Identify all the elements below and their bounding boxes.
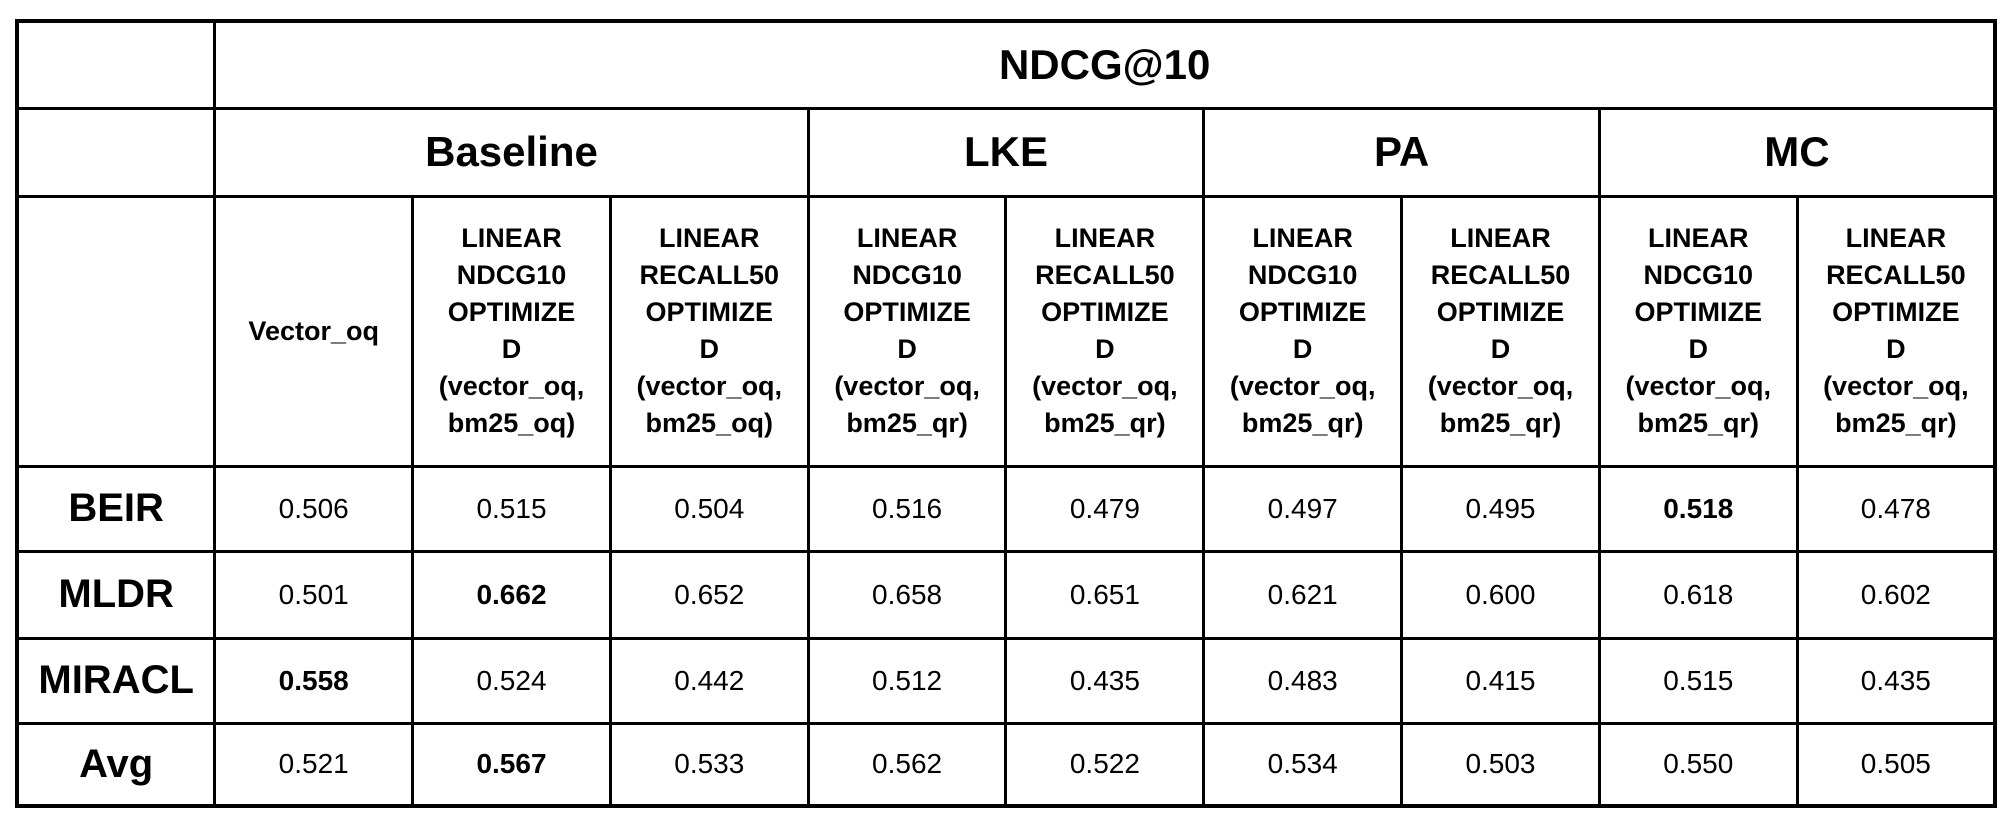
corner-cell xyxy=(15,19,217,110)
value-cell: 0.512 xyxy=(806,636,1008,725)
value-cell: 0.602 xyxy=(1795,549,1997,640)
group-header-mc: MC xyxy=(1597,106,1997,198)
value-cell: 0.651 xyxy=(1004,549,1206,640)
column-header-lke-ndcg10: LINEAR NDCG10 OPTIMIZE D (vector_oq, bm2… xyxy=(806,194,1008,468)
column-header-baseline-ndcg10: LINEAR NDCG10 OPTIMIZE D (vector_oq, bm2… xyxy=(411,194,612,468)
column-header-mc-recall50: LINEAR RECALL50 OPTIMIZE D (vector_oq, b… xyxy=(1795,194,1997,468)
value-cell: 0.497 xyxy=(1202,464,1404,553)
value-cell: 0.658 xyxy=(806,549,1008,640)
value-cell: 0.435 xyxy=(1004,636,1206,725)
row-label-miracl: MIRACL xyxy=(15,636,217,725)
column-header-baseline-recall50: LINEAR RECALL50 OPTIMIZE D (vector_oq, b… xyxy=(608,194,810,468)
value-cell: 0.515 xyxy=(1597,636,1799,725)
value-cell: 0.600 xyxy=(1400,549,1601,640)
title-row: NDCG@10 xyxy=(15,19,1997,110)
value-cell: 0.503 xyxy=(1400,721,1601,808)
corner-cell xyxy=(15,194,217,468)
table-title: NDCG@10 xyxy=(213,19,1997,110)
value-cell: 0.533 xyxy=(608,721,810,808)
column-header-row: Vector_oq LINEAR NDCG10 OPTIMIZE D (vect… xyxy=(15,194,1997,468)
column-header-pa-recall50: LINEAR RECALL50 OPTIMIZE D (vector_oq, b… xyxy=(1400,194,1601,468)
value-cell: 0.516 xyxy=(806,464,1008,553)
ndcg-results-table: NDCG@10 Baseline LKE PA MC Vector_oq LIN… xyxy=(15,19,1997,808)
value-cell: 0.483 xyxy=(1202,636,1404,725)
value-cell: 0.562 xyxy=(806,721,1008,808)
value-cell: 0.518 xyxy=(1597,464,1799,553)
value-cell: 0.534 xyxy=(1202,721,1404,808)
column-header-vector-oq: Vector_oq xyxy=(213,194,415,468)
value-cell: 0.567 xyxy=(411,721,612,808)
value-cell: 0.504 xyxy=(608,464,810,553)
value-cell: 0.479 xyxy=(1004,464,1206,553)
value-cell: 0.501 xyxy=(213,549,415,640)
value-cell: 0.662 xyxy=(411,549,612,640)
table-row-beir: BEIR 0.506 0.515 0.504 0.516 0.479 0.497… xyxy=(15,464,1997,553)
value-cell: 0.442 xyxy=(608,636,810,725)
column-header-lke-recall50: LINEAR RECALL50 OPTIMIZE D (vector_oq, b… xyxy=(1004,194,1206,468)
value-cell: 0.505 xyxy=(1795,721,1997,808)
group-header-pa: PA xyxy=(1202,106,1601,198)
column-header-mc-ndcg10: LINEAR NDCG10 OPTIMIZE D (vector_oq, bm2… xyxy=(1597,194,1799,468)
value-cell: 0.558 xyxy=(213,636,415,725)
value-cell: 0.435 xyxy=(1795,636,1997,725)
group-header-baseline: Baseline xyxy=(213,106,810,198)
value-cell: 0.550 xyxy=(1597,721,1799,808)
value-cell: 0.515 xyxy=(411,464,612,553)
value-cell: 0.478 xyxy=(1795,464,1997,553)
value-cell: 0.415 xyxy=(1400,636,1601,725)
value-cell: 0.495 xyxy=(1400,464,1601,553)
group-header-lke: LKE xyxy=(806,106,1206,198)
value-cell: 0.522 xyxy=(1004,721,1206,808)
row-label-mldr: MLDR xyxy=(15,549,217,640)
row-label-avg: Avg xyxy=(15,721,217,808)
value-cell: 0.524 xyxy=(411,636,612,725)
value-cell: 0.621 xyxy=(1202,549,1404,640)
value-cell: 0.506 xyxy=(213,464,415,553)
table-row-mldr: MLDR 0.501 0.662 0.652 0.658 0.651 0.621… xyxy=(15,549,1997,640)
value-cell: 0.618 xyxy=(1597,549,1799,640)
column-header-pa-ndcg10: LINEAR NDCG10 OPTIMIZE D (vector_oq, bm2… xyxy=(1202,194,1404,468)
value-cell: 0.652 xyxy=(608,549,810,640)
table-row-miracl: MIRACL 0.558 0.524 0.442 0.512 0.435 0.4… xyxy=(15,636,1997,725)
group-header-row: Baseline LKE PA MC xyxy=(15,106,1997,198)
table-row-avg: Avg 0.521 0.567 0.533 0.562 0.522 0.534 … xyxy=(15,721,1997,808)
row-label-beir: BEIR xyxy=(15,464,217,553)
corner-cell xyxy=(15,106,217,198)
value-cell: 0.521 xyxy=(213,721,415,808)
